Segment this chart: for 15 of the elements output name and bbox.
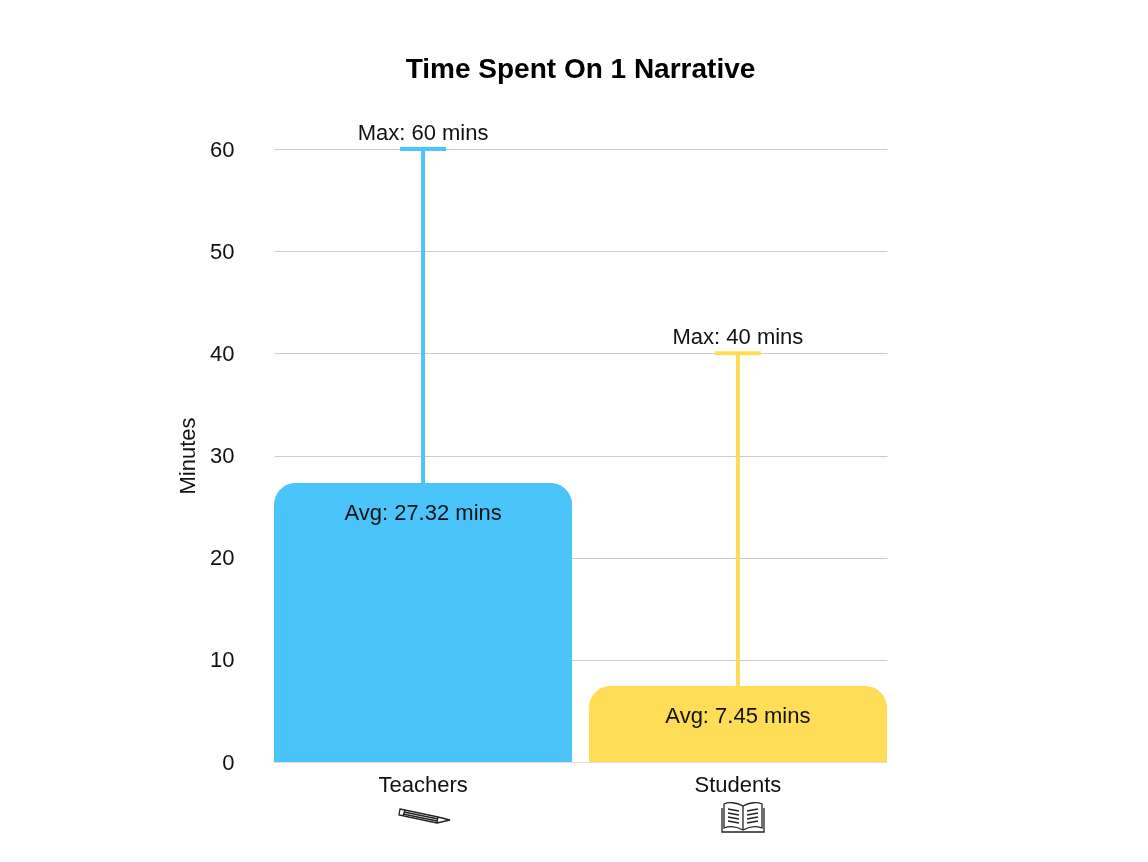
y-tick-label: 0 [222, 749, 235, 775]
data-label: Avg: 27.32 mins [344, 499, 502, 525]
x-tick-label: Students [694, 771, 782, 797]
data-label: Avg: 7.45 mins [665, 702, 811, 728]
chart-title: Time Spent On 1 Narrative [405, 53, 756, 84]
y-axis-title: Minutes [175, 417, 201, 495]
annotation: Max: 60 mins [357, 120, 489, 145]
y-tick-label: 40 [210, 340, 235, 366]
y-tick-label: 30 [210, 443, 235, 468]
y-tick-label: 10 [210, 647, 235, 673]
y-tick-label: 60 [210, 136, 235, 162]
y-tick-label: 20 [210, 545, 235, 571]
y-tick-label: 50 [210, 238, 235, 264]
x-tick-label: Teachers [378, 771, 468, 797]
annotation: Max: 40 mins [672, 324, 804, 350]
